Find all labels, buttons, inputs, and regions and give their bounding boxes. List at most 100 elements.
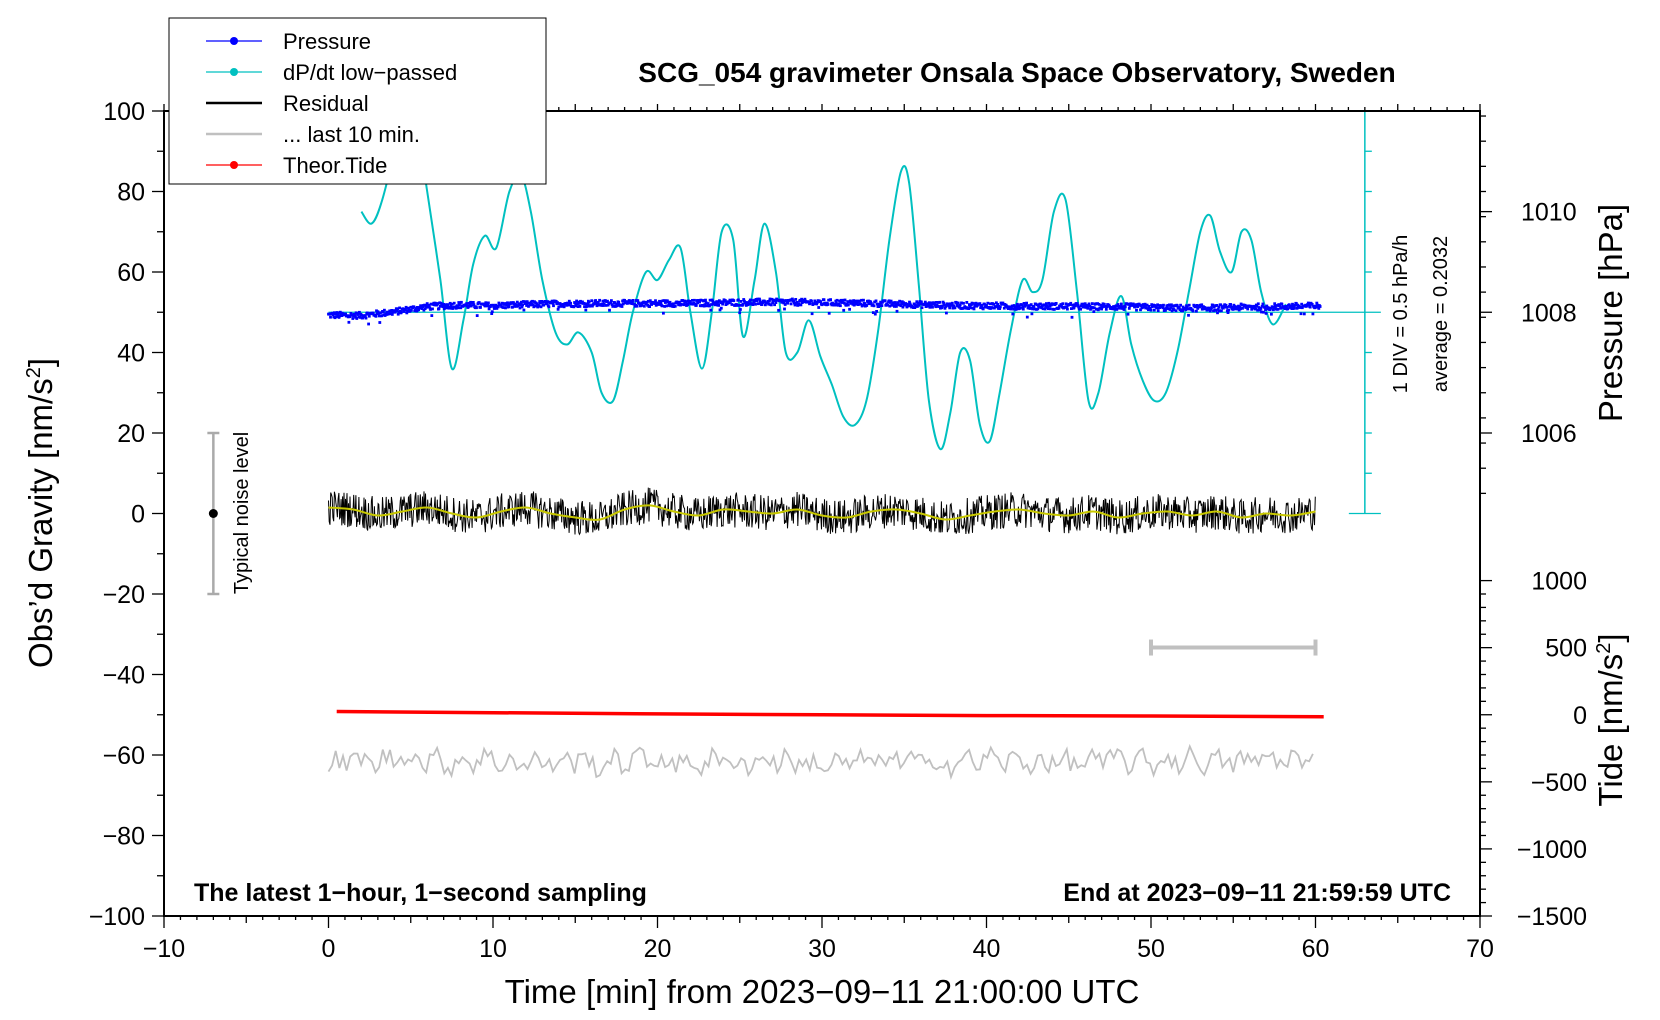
pressure-point: [839, 304, 842, 308]
pressure-point: [971, 302, 975, 305]
pressure-point: [1226, 311, 1230, 314]
pressure-point: [742, 298, 746, 301]
pressure-point: [499, 303, 503, 307]
x-tick-label: 30: [808, 935, 836, 963]
pressure-point: [405, 311, 409, 315]
pressure-point: [958, 303, 962, 307]
pressure-point: [668, 300, 672, 304]
pressure-point: [1239, 307, 1242, 311]
pressure-point: [575, 299, 578, 303]
pressure-point: [398, 306, 401, 310]
pressure-point: [900, 302, 903, 306]
pressure-point: [702, 304, 706, 308]
pressure-point: [1043, 307, 1047, 311]
pressure-point: [602, 304, 605, 307]
pressure-point: [648, 299, 652, 303]
pressure-point: [347, 320, 351, 324]
pressure-tick-label: 1008: [1521, 299, 1577, 327]
pressure-point: [505, 303, 509, 307]
pressure-point: [1144, 306, 1148, 310]
y-tick-label: 0: [131, 501, 145, 529]
pressure-point: [1274, 304, 1277, 308]
pressure-point: [835, 302, 838, 305]
pressure-point: [869, 300, 873, 304]
pressure-point: [344, 312, 347, 316]
legend-label: ... last 10 min.: [283, 122, 420, 147]
pressure-point: [875, 310, 878, 313]
pressure-point: [1171, 304, 1175, 308]
pressure-point: [1041, 307, 1045, 311]
pressure-point: [450, 302, 454, 306]
pressure-point: [452, 301, 456, 305]
pressure-tick-label: 1006: [1521, 420, 1577, 448]
tide-tick-label: 500: [1545, 635, 1587, 663]
pressure-point: [817, 306, 821, 309]
pressure-point: [485, 302, 488, 306]
pressure-point: [471, 301, 475, 304]
pressure-point: [601, 299, 605, 303]
pressure-point: [1077, 305, 1080, 309]
pressure-point: [861, 303, 865, 307]
legend-entry: ... last 10 min.: [206, 122, 420, 147]
pressure-point: [1168, 303, 1171, 307]
x-tick-label: 60: [1302, 935, 1330, 963]
pressure-point: [1174, 309, 1178, 313]
pressure-point: [829, 298, 832, 301]
pressure-point: [1061, 302, 1065, 306]
pressure-point: [574, 304, 578, 308]
pressure-point: [1279, 306, 1282, 310]
pressure-point: [531, 299, 534, 303]
pressure-point: [794, 298, 798, 301]
pressure-point: [477, 301, 481, 304]
pressure-point: [1200, 303, 1204, 307]
tide-tick-label: −1000: [1517, 836, 1587, 864]
pressure-point: [712, 301, 716, 304]
pressure-point: [673, 304, 677, 308]
pressure-point: [833, 303, 837, 307]
pressure-point: [717, 304, 721, 307]
pressure-point: [400, 310, 403, 314]
pressure-point: [752, 300, 756, 304]
pressure-point: [960, 301, 963, 305]
pressure-point: [709, 308, 713, 312]
pressure-point: [1225, 306, 1229, 309]
pressure-point: [1081, 305, 1085, 309]
pressure-point: [642, 304, 646, 308]
average-label: average = 0.2032: [1430, 236, 1452, 392]
legend-marker: [230, 68, 238, 76]
pressure-point: [937, 305, 941, 308]
pressure-point: [1215, 304, 1219, 307]
pressure-point: [1054, 302, 1058, 305]
pressure-point: [502, 303, 506, 306]
pressure-point: [437, 307, 441, 310]
pressure-point: [1293, 306, 1296, 310]
noise-level-dot: [208, 509, 218, 518]
pressure-point: [1057, 306, 1061, 310]
pressure-point: [986, 301, 990, 305]
pressure-point: [441, 305, 445, 308]
pressure-point: [1191, 309, 1195, 313]
pressure-point: [1200, 307, 1204, 311]
pressure-point: [448, 306, 451, 310]
pressure-point: [1261, 302, 1265, 306]
pressure-point: [1126, 312, 1130, 316]
pressure-point: [604, 304, 608, 307]
y-tick-label: 20: [117, 420, 145, 448]
pressure-point: [773, 303, 776, 307]
annotation-layer: Typical noise level 1 DIV = 0.5 hPa/h av…: [194, 235, 1452, 907]
y-tick-label: −60: [103, 742, 145, 770]
pressure-point: [841, 298, 845, 302]
pressure-point: [1048, 307, 1052, 311]
pressure-point: [1273, 302, 1277, 306]
y-tick-label: 100: [103, 98, 145, 126]
y-tick-label: −40: [103, 662, 145, 690]
pressure-point: [1318, 305, 1322, 308]
legend-entry: Pressure: [206, 29, 371, 54]
pressure-point: [856, 303, 860, 306]
pressure-point: [469, 304, 473, 308]
pressure-point: [1099, 303, 1103, 307]
pressure-point: [739, 308, 742, 311]
pressure-point: [967, 307, 971, 310]
pressure-point: [1168, 308, 1172, 311]
legend-label: Pressure: [283, 29, 371, 54]
